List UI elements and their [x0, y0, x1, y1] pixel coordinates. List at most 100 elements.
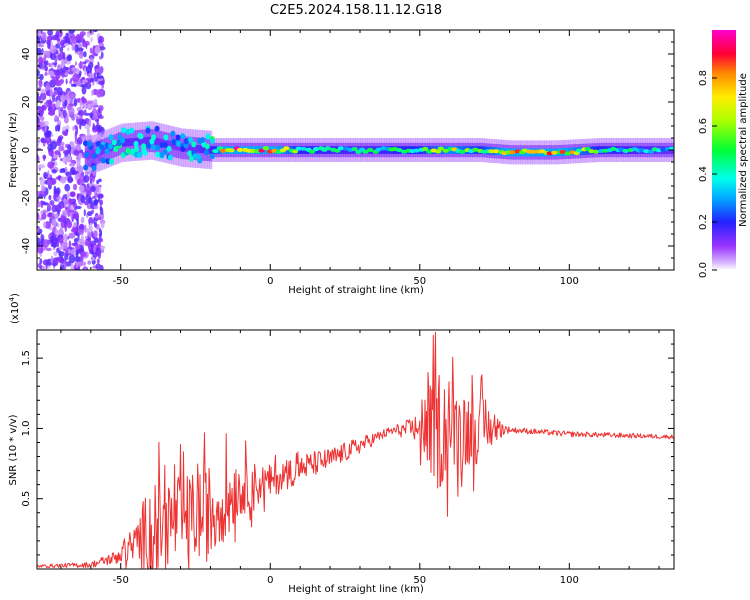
spectrogram-noise-cell	[60, 158, 63, 162]
spectrogram-peak-cell	[204, 143, 210, 150]
snr-y-axis-label: SNR (10 * v/v)	[8, 414, 19, 485]
spectrogram-noise-cell	[68, 198, 73, 204]
spectrogram-peak-cell	[95, 141, 101, 147]
spectrogram-noise-cell	[50, 52, 56, 61]
spectrogram-noise-cell	[66, 55, 72, 62]
snr-x-tick-label: 50	[413, 575, 426, 586]
spectrogram-core-cell	[202, 145, 206, 154]
spectrogram-peak-cell	[236, 147, 244, 152]
spectrogram-noise-cell	[37, 44, 45, 48]
spectrogram-noise-cell	[55, 82, 62, 87]
spectrogram-noise-cell	[50, 40, 53, 50]
colorbar: 0.0 0.2 0.4 0.6 0.8 Normalized spectral ampl…	[698, 30, 749, 278]
spectrogram-noise-cell	[63, 241, 68, 250]
spectrogram-noise-cell	[45, 60, 49, 66]
spectrogram-noise-cell	[67, 218, 71, 226]
spectrogram-noise-cell	[48, 63, 52, 67]
spectrogram-peak-cell	[170, 130, 176, 137]
spectrogram-peak-cell	[141, 143, 147, 150]
spectrogram-noise-cell	[96, 119, 99, 126]
spectrogram-noise-cell	[56, 87, 63, 96]
spectrogram-peak-cell	[111, 139, 117, 146]
spectrogram-peak-cell	[459, 149, 466, 154]
spectrogram-noise-cell	[73, 97, 78, 107]
snr-x-axis-label: Height of straight line (km)	[288, 584, 424, 595]
spectrogram-noise-cell	[95, 263, 102, 270]
spectrogram-x-tick-label: 50	[413, 276, 426, 287]
spectrogram-peak-cell	[104, 148, 110, 155]
spectrogram-noise-cell	[66, 191, 71, 201]
spectrogram-noise-cell	[100, 221, 105, 229]
figure-title: C2E5.2024.158.11.12.G18	[270, 3, 442, 18]
spectrogram-peak-cell	[162, 141, 168, 148]
spectrogram-noise-cell	[56, 100, 61, 108]
snr-x-tick-label: 0	[267, 575, 273, 586]
spectrogram-peak-cell	[129, 148, 135, 155]
spectrogram-noise-cell	[37, 92, 40, 97]
spectrogram-noise-cell	[42, 139, 47, 144]
spectrogram-noise-cell	[56, 197, 60, 202]
spectrogram-noise-cell	[44, 72, 48, 76]
spectrogram-noise-cell	[99, 56, 103, 60]
spectrogram-noise-cell	[98, 107, 101, 114]
spectrogram-noise-cell	[47, 203, 50, 211]
spectrogram-noise-cell	[88, 197, 93, 204]
spectrogram-noise-cell	[66, 105, 72, 111]
spectrogram-noise-cell	[96, 258, 100, 264]
spectrogram-core-cell	[233, 146, 237, 154]
spectrogram-noise-cell	[79, 122, 82, 130]
spectrogram-core-cell	[137, 137, 141, 146]
spectrogram-noise-cell	[62, 109, 67, 119]
spectrogram-noise-cell	[75, 40, 82, 44]
spectrogram-noise-cell	[59, 46, 64, 53]
spectrogram-peak-cell	[351, 147, 358, 151]
spectrogram-peak-cell	[108, 134, 114, 141]
snr-frame	[36, 329, 675, 570]
spectrogram-y-axis-label: Frequency (Hz)	[8, 112, 19, 188]
spectrogram-core-cell	[462, 146, 466, 154]
spectrogram-noise-cell	[44, 125, 47, 133]
spectrogram-y-tick-label: 40	[21, 48, 32, 61]
spectrogram-noise-cell	[38, 79, 43, 88]
spectrogram-noise-cell	[97, 89, 105, 95]
spectrogram-noise-cell	[61, 72, 65, 77]
spectrogram-noise-cell	[40, 210, 44, 216]
spectrogram-noise-cell	[79, 201, 83, 206]
spectrogram-noise-cell	[78, 228, 84, 236]
snr-ticks: -50 0 50 100 0.5 1.0 1.5	[21, 329, 674, 586]
snr-series-line	[36, 331, 675, 570]
spectrogram-noise-cell	[39, 108, 45, 116]
spectrogram-core-cell	[171, 141, 174, 150]
spectrogram-noise-cell	[81, 79, 88, 84]
spectrogram-noise-cell	[70, 228, 77, 233]
spectrogram-peak-cell	[87, 140, 93, 147]
spectrogram-noise-cell	[80, 216, 85, 224]
spectrogram-noise-cell	[37, 194, 44, 198]
spectrogram-noise-cell	[71, 170, 78, 175]
spectrogram-noise-cell	[83, 40, 90, 46]
spectrogram-noise-cell	[79, 223, 85, 230]
spectrogram-noise-cell	[67, 176, 73, 184]
spectrogram-noise-cell	[78, 50, 84, 59]
spectrogram-peak-cell	[105, 158, 111, 165]
spectrogram-core-cell	[596, 146, 600, 154]
snr-y-tick-label: 1.5	[21, 350, 32, 366]
spectrogram-x-tick-label: -50	[113, 276, 129, 287]
spectrogram-noise-cell	[88, 231, 92, 238]
spectrogram-peak-cell	[610, 146, 617, 151]
spectrogram-peak-cell	[442, 148, 449, 153]
spectrogram-noise-cell	[72, 221, 77, 228]
spectrogram-noise-cell	[58, 251, 65, 257]
spectrogram-noise-cell	[74, 243, 81, 250]
spectrogram-noise-cell	[64, 261, 72, 267]
colorbar-tick-label: 0.8	[698, 70, 709, 86]
spectrogram-noise-cell	[99, 205, 103, 211]
spectrogram-noise-cell	[37, 237, 41, 246]
spectrogram-noise-cell	[79, 99, 82, 108]
spectrogram-noise-cell	[39, 178, 46, 187]
spectrogram-peak-cell	[308, 149, 316, 154]
spectrogram-peak-cell	[191, 141, 197, 148]
spectrogram-noise-cell	[84, 125, 91, 129]
spectrogram-noise-cell	[61, 168, 66, 173]
spectrogram-noise-cell	[57, 54, 63, 61]
